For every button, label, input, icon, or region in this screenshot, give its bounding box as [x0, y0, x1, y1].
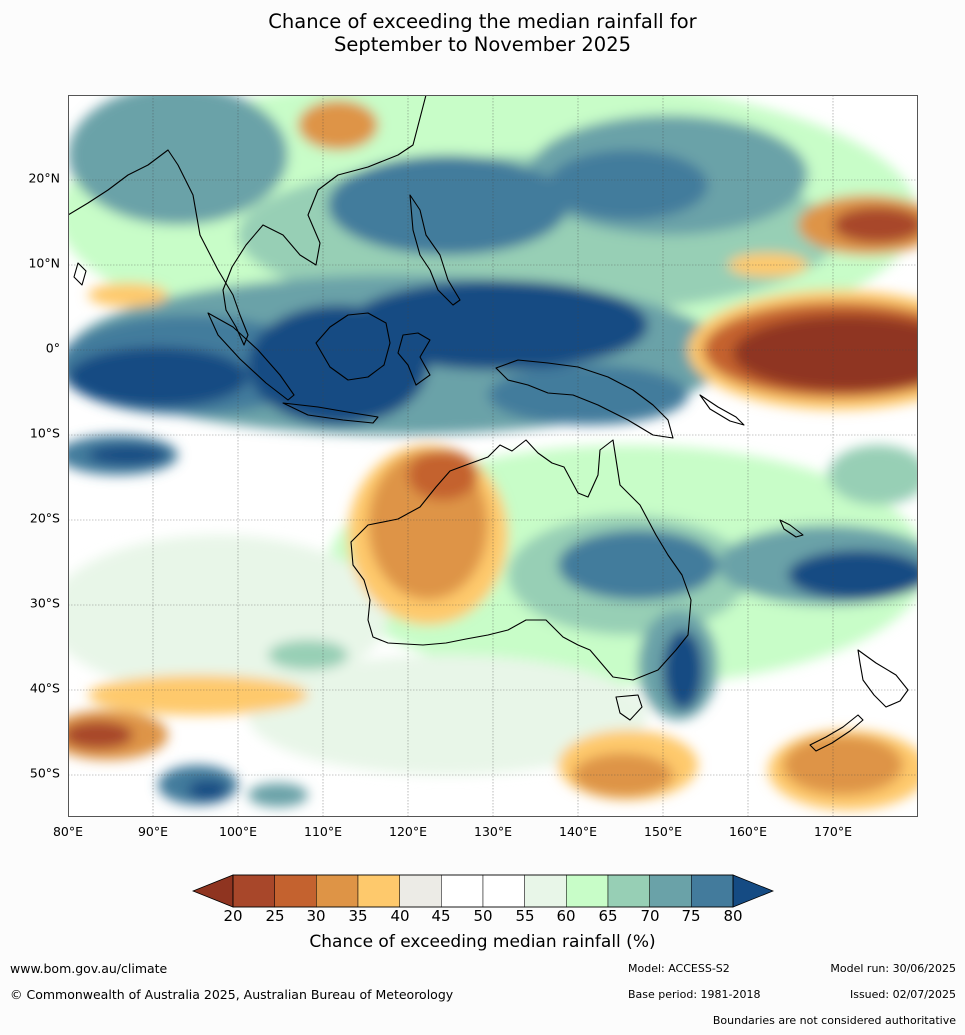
colorbar: [191, 874, 775, 908]
colorbar-segment: [566, 874, 609, 908]
map-frame: [68, 95, 918, 817]
colorbar-segment: [524, 874, 567, 908]
new-caledonia-coastline: [779, 519, 804, 538]
issued-text: Issued: 02/07/2025: [849, 988, 956, 1001]
philippines-coastline: [409, 194, 461, 306]
lon-label-120e: 120°E: [388, 824, 428, 839]
model-text: Model: ACCESS-S2: [628, 962, 730, 975]
title-line-2: September to November 2025: [333, 33, 632, 56]
colorbar-tick: 75: [681, 907, 701, 925]
colorbar-tick: 30: [306, 907, 326, 925]
java-coastline: [282, 402, 379, 424]
borneo-coastline: [315, 312, 391, 381]
coastlines: [68, 95, 909, 752]
colorbar-tick: 20: [223, 907, 243, 925]
lat-label-40s: 40°S: [29, 680, 60, 696]
colorbar-under-arrow: [191, 874, 234, 908]
australia-coastline: [350, 439, 692, 681]
sri-lanka-coastline: [73, 262, 87, 286]
colorbar-tick: 70: [640, 907, 660, 925]
solomon-islands-coastline: [699, 394, 745, 426]
lon-label-140e: 140°E: [558, 824, 598, 839]
rainfall-field: [68, 95, 918, 810]
colorbar-segment: [316, 874, 359, 908]
lat-label-10n: 10°N: [28, 255, 60, 271]
base-period-text: Base period: 1981-2018: [628, 988, 761, 1001]
colorbar-segment: [232, 874, 275, 908]
lat-label-30s: 30°S: [29, 595, 60, 611]
map-title: Chance of exceeding the median rainfall …: [0, 10, 965, 56]
lon-label-80e: 80°E: [52, 824, 84, 839]
colorbar-tick: 40: [390, 907, 410, 925]
graticule: [68, 95, 918, 817]
lat-label-10s: 10°S: [29, 425, 60, 441]
new-zealand-north-coastline: [857, 649, 909, 708]
colorbar-tick: 45: [431, 907, 451, 925]
colorbar-over-arrow: [732, 874, 775, 908]
new-guinea-coastline: [495, 359, 674, 439]
colorbar-tick: 25: [265, 907, 285, 925]
website-link[interactable]: www.bom.gov.au/climate: [10, 961, 168, 976]
lon-label-170e: 170°E: [813, 824, 853, 839]
colorbar-segment: [649, 874, 692, 908]
asia-mainland-coastline: [68, 95, 427, 346]
sulawesi-coastline: [397, 332, 431, 386]
copyright-text: © Commonwealth of Australia 2025, Austra…: [10, 987, 454, 1002]
lon-label-160e: 160°E: [728, 824, 768, 839]
colorbar-label: Chance of exceeding median rainfall (%): [309, 932, 656, 952]
colorbar-segment: [691, 874, 734, 908]
colorbar-segment: [441, 874, 484, 908]
colorbar-tick: 55: [515, 907, 535, 925]
lon-label-110e: 110°E: [303, 824, 343, 839]
tasmania-coastline: [615, 694, 643, 721]
new-zealand-south-coastline: [809, 714, 864, 752]
colorbar-tick: 60: [556, 907, 576, 925]
lon-label-90e: 90°E: [137, 824, 169, 839]
model-run-text: Model run: 30/06/2025: [830, 962, 956, 975]
rainfall-map: [68, 95, 918, 817]
colorbar-segment: [357, 874, 400, 908]
lon-label-150e: 150°E: [643, 824, 683, 839]
title-line-1: Chance of exceeding the median rainfall …: [268, 10, 697, 33]
colorbar-tick: 80: [723, 907, 743, 925]
lon-label-100e: 100°E: [218, 824, 258, 839]
lat-label-20n: 20°N: [28, 170, 60, 186]
colorbar-segment: [607, 874, 650, 908]
lon-label-130e: 130°E: [473, 824, 513, 839]
colorbar-segment: [274, 874, 317, 908]
colorbar-tick: 50: [473, 907, 493, 925]
colorbar-segment: [399, 874, 442, 908]
boundaries-disclaimer: Boundaries are not considered authoritat…: [712, 1014, 956, 1027]
colorbar-tick: 35: [348, 907, 368, 925]
sumatra-coastline: [207, 312, 295, 401]
colorbar-tick: 65: [598, 907, 618, 925]
lat-label-0: 0°: [45, 340, 60, 356]
lat-label-50s: 50°S: [29, 765, 60, 781]
lat-label-20s: 20°S: [29, 510, 60, 526]
colorbar-segment: [482, 874, 525, 908]
